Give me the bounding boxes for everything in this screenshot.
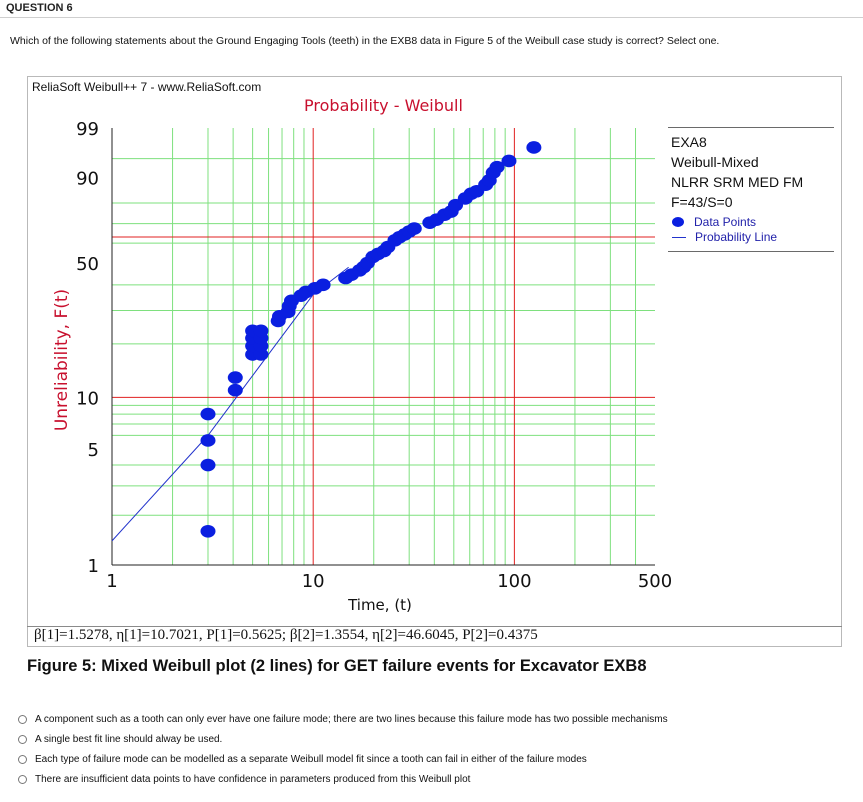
legend-probability-line: Probability Line [672, 230, 777, 244]
legend-bottom-rule [668, 251, 834, 252]
answer-option-4-label[interactable]: There are insufficient data points to ha… [35, 773, 471, 785]
question-header: QUESTION 6 [0, 0, 863, 20]
answer-option-4[interactable]: There are insufficient data points to ha… [18, 771, 470, 787]
y-tick-label: 90 [76, 168, 99, 189]
radio-button-icon[interactable] [18, 714, 27, 724]
chart-title: Probability - Weibull [304, 96, 463, 115]
question-text: Which of the following statements about … [10, 35, 720, 47]
answer-option-2-label[interactable]: A single best fit line should alway be u… [35, 733, 223, 745]
radio-button-icon[interactable] [18, 734, 27, 744]
params-divider [27, 626, 842, 627]
legend-probability-line-label: Probability Line [695, 230, 778, 244]
data-point [200, 458, 216, 472]
x-tick-label: 100 [497, 571, 531, 592]
answer-option-1[interactable]: A component such as a tooth can only eve… [18, 711, 668, 727]
probability-line [111, 266, 349, 542]
radio-button-icon[interactable] [18, 754, 27, 764]
data-point [200, 407, 216, 421]
header-divider [0, 17, 863, 18]
data-point [526, 141, 542, 154]
legend-data-points-label: Data Points [694, 215, 757, 229]
x-tick-label: 500 [638, 571, 672, 592]
y-tick-label: 1 [88, 556, 99, 577]
y-axis-label: Unreliability, F(t) [52, 289, 72, 431]
data-point [227, 383, 243, 397]
data-point [253, 324, 269, 338]
answer-option-3[interactable]: Each type of failure mode can be modelle… [18, 751, 587, 767]
parameter-summary: β[1]=1.5278, η[1]=10.7021, P[1]=0.5625; … [34, 627, 538, 643]
legend-line-3: NLRR SRM MED FM [671, 174, 804, 190]
y-tick-label: 10 [76, 388, 99, 409]
data-point [406, 222, 422, 235]
figure-caption: Figure 5: Mixed Weibull plot (2 lines) f… [27, 657, 647, 675]
x-axis-label: Time, (t) [347, 596, 412, 614]
answer-option-2[interactable]: A single best fit line should alway be u… [18, 731, 222, 747]
x-tick-label: 1 [106, 571, 117, 592]
legend-line-4: F=43/S=0 [671, 194, 733, 210]
probability-line-marker-icon [672, 236, 686, 238]
data-point [489, 160, 505, 174]
y-tick-label: 5 [88, 440, 99, 461]
legend-line-1: EXA8 [671, 134, 707, 150]
y-tick-label: 50 [76, 254, 99, 275]
y-tick-label: 99 [76, 119, 99, 140]
legend-top-rule [668, 127, 834, 128]
data-point [501, 154, 517, 168]
x-tick-label: 10 [302, 571, 325, 592]
data-point [315, 278, 331, 292]
data-point [200, 434, 216, 447]
software-label: ReliaSoft Weibull++ 7 - www.ReliaSoft.co… [32, 80, 262, 94]
legend-line-2: Weibull-Mixed [671, 154, 759, 170]
radio-button-icon[interactable] [18, 774, 27, 784]
answer-option-3-label[interactable]: Each type of failure mode can be modelle… [35, 753, 587, 765]
data-point [200, 524, 216, 538]
answer-option-1-label[interactable]: A component such as a tooth can only eve… [35, 713, 668, 725]
data-point [227, 371, 243, 384]
data-point-marker-icon [672, 217, 684, 227]
legend-data-points: Data Points [672, 215, 756, 229]
question-title: QUESTION 6 [6, 2, 73, 14]
